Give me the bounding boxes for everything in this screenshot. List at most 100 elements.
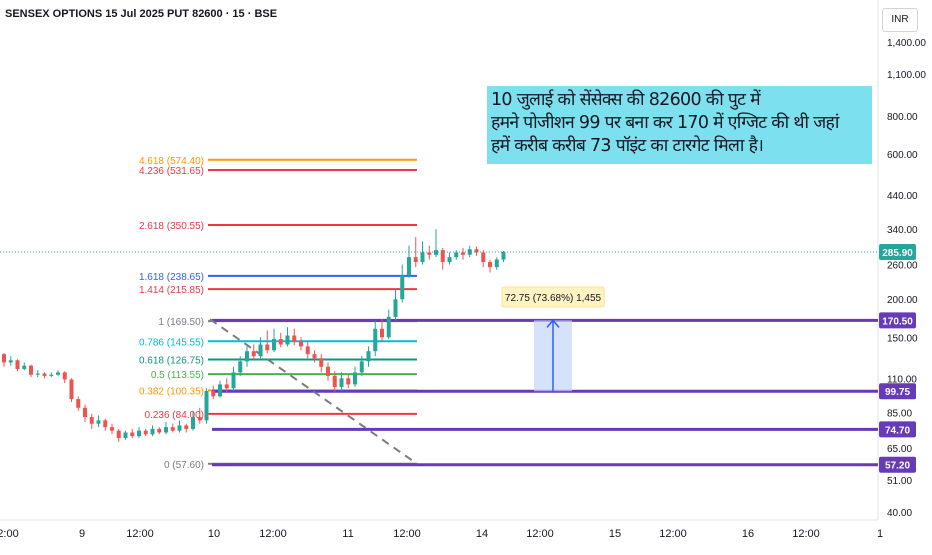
candle-body [359,361,364,373]
y-tick-label: 40.00 [887,508,912,519]
y-tick-label: 110.00 [887,374,917,385]
currency-button[interactable]: INR [882,8,918,32]
candle-body [312,354,317,359]
x-tick-label: 2:00 [0,528,19,540]
fib-level-label: 0.786 (145.55) [139,337,204,348]
x-tick-label: 12:00 [659,528,687,540]
fib-level-label: 1.414 (215.85) [139,285,204,296]
candle-body [326,366,330,376]
annotation-line-1: 10 जुलाई को सेंसेक्स की 82600 की पुट में [491,90,761,110]
candle-body [224,384,229,389]
candle-body [501,251,506,260]
candle-body [332,375,337,387]
candle-body [353,372,357,385]
candles-layer [2,229,506,442]
candle-body [49,374,54,376]
candle-body [197,417,202,421]
candle-body [83,407,87,418]
x-tick-label: 11 [342,528,353,540]
candle-body [69,379,74,400]
candle-body [278,339,283,345]
candle-body [157,428,162,433]
candle-body [35,373,40,375]
last-price-badge [879,244,916,261]
x-axis: 2:00 9 12:00 10 12:00 11 12:00 14 12:00 15 12:00 16… [0,528,883,540]
y-tick-label: 440.00 [887,191,918,202]
candle-body [380,328,384,338]
candle-body [29,365,33,375]
annotation-text-box[interactable]: 10 जुलाई को सेंसेक्स की 82600 की पुट में… [487,86,872,164]
y-tick-label: 260.00 [887,261,918,272]
candle-body [346,378,351,385]
price-badge-label: 99.75 [885,387,910,398]
candle-body [454,252,459,258]
fib-level-label: 4.618 (574.40) [139,156,204,167]
candle-body [258,344,263,357]
candle-body [461,252,465,255]
candle-body [170,427,175,431]
candle-body [447,257,452,263]
y-tick-label: 200.00 [887,295,918,306]
measure-label: 72.75 (73.68%) 1,455 [505,293,602,304]
candle-body [143,430,148,435]
x-tick-label: 12:00 [526,528,554,540]
candle-body [440,250,445,263]
candle-body [103,420,108,428]
y-tick-label: 85.00 [887,408,912,419]
candle-body [386,316,391,338]
x-tick-label: 10 [208,528,220,540]
last-price-label: 285.90 [882,248,913,259]
y-axis: 1,400.00 1,100.00 800.00 600.00 440.00 340.00… [887,38,926,519]
candle-body [211,390,216,397]
x-tick-label: 9 [79,528,85,540]
candle-body [15,360,20,369]
candle-body [373,328,378,352]
y-tick-label: 800.00 [887,112,918,123]
price-badge [879,456,916,473]
candle-body [420,252,425,263]
candle-body [123,432,128,439]
chart-title: SENSEX OPTIONS 15 Jul 2025 PUT 82600 · 1… [5,8,278,20]
price-badge-label: 74.70 [885,425,910,436]
candle-body [184,425,189,429]
x-tick-label: 12:00 [393,528,421,540]
fib-level-label: 1 (169.50) [158,317,204,328]
price-badge [879,421,916,438]
candle-body [245,351,249,362]
candle-body [137,430,141,437]
candle-body [481,252,486,263]
candle-body [130,432,135,437]
annotation-line-2: हमने पोजीशन 99 पर बना कर 170 में एग्जिट … [491,113,839,133]
candle-body [494,259,499,268]
x-tick-label: 12:00 [126,528,154,540]
fib-level-label: 2.618 (350.55) [139,221,204,232]
candle-body [265,344,270,351]
fib-level-label: 0.236 (84.00) [145,410,205,421]
candle-body [96,420,101,424]
candle-body [42,373,47,376]
y-tick-label: 1,100.00 [887,70,926,81]
candle-body [366,351,371,362]
candle-body [407,257,411,276]
candle-body [56,372,60,375]
fib-level-label: 0.618 (126.75) [139,356,204,367]
candle-body [427,252,432,255]
candle-body [305,346,310,355]
candle-body [2,354,6,363]
fib-level-label: 0.382 (100.35) [139,386,204,397]
candle-body [299,341,303,347]
x-tick-label: 1 [877,528,883,540]
annotation-line-3: हमें करीब करीब 73 पॉइंट का टारगेट मिला ह… [491,136,764,156]
y-tick-label: 65.00 [887,444,912,455]
grid-layer [0,0,879,521]
candle-body [393,299,398,317]
y-tick-label: 1,400.00 [887,38,926,49]
candle-body [251,351,256,357]
candle-body [488,262,492,268]
x-tick-label: 16 [742,528,754,540]
fib-level-label: 0.5 (113.55) [151,370,204,381]
candle-body [76,399,81,408]
candle-body [218,384,222,397]
y-tick-label: 150.00 [887,333,918,344]
